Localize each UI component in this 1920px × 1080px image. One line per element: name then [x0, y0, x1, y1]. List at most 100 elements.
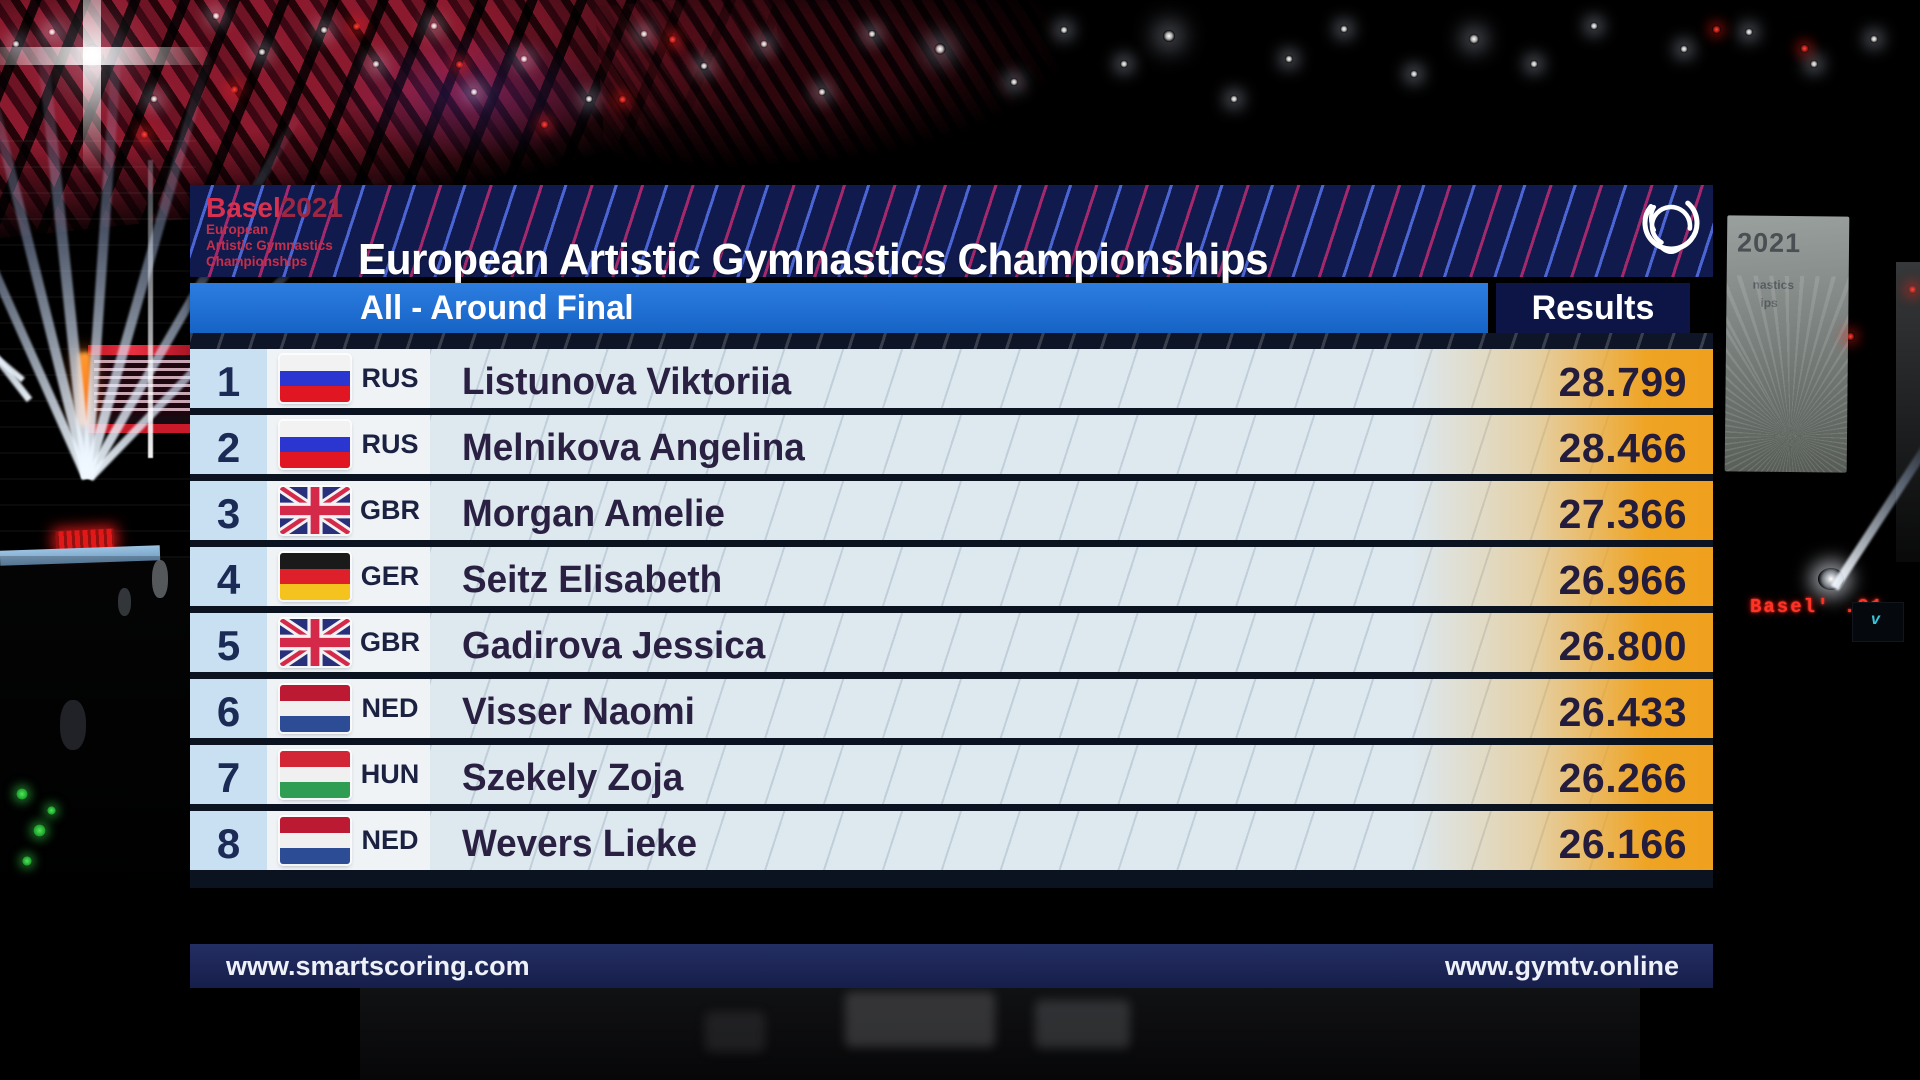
green-light-dot: [33, 824, 46, 837]
country-cell: RUS: [267, 415, 430, 474]
country-code: RUS: [361, 429, 419, 459]
table-row: 7 HUN Szekely Zoja 26.266: [190, 745, 1713, 811]
athlete-name: Morgan Amelie: [462, 493, 725, 535]
spotlight-glow: [1680, 45, 1688, 53]
table-row: 4 GER Seitz Elisabeth 26.966: [190, 547, 1713, 613]
country-code: HUN: [360, 759, 420, 789]
red-light-glow: [455, 60, 464, 69]
light-beam: [148, 160, 153, 458]
rank-cell: 7: [190, 745, 267, 804]
spotlight-glow: [470, 88, 478, 96]
spotlight-glow: [760, 40, 768, 48]
score-value: 28.466: [1558, 425, 1687, 471]
red-light-glow: [1846, 332, 1855, 341]
banner-text: nastics: [1752, 277, 1795, 293]
sub-header: All - Around Final Results: [190, 283, 1713, 333]
spotlight-glow: [1340, 25, 1348, 33]
red-light-glow: [352, 22, 361, 31]
spotlight-glow: [1163, 30, 1175, 42]
phase-bar: All - Around Final: [190, 283, 1488, 333]
rank-cell: 3: [190, 481, 267, 540]
country-cell: HUN: [267, 745, 430, 804]
banner-year: 2021: [1736, 227, 1802, 259]
red-light-glow: [140, 130, 149, 139]
basel-logo-subtitle: European: [206, 222, 269, 237]
athlete-name: Visser Naomi: [462, 691, 695, 733]
table-bottom-separator: [190, 877, 1713, 888]
score-value: 26.800: [1558, 623, 1687, 669]
basel-led-sign: Basel' .21: [1750, 596, 1885, 618]
red-light-glow: [1800, 44, 1809, 53]
athlete-name: Melnikova Angelina: [462, 427, 805, 469]
hun-flag-icon: [280, 751, 350, 798]
country-cell: GBR: [267, 613, 430, 672]
spotlight-glow: [320, 26, 328, 34]
rank-cell: 1: [190, 349, 267, 408]
score-value: 26.966: [1558, 557, 1687, 603]
table-row: 3 GBR Morgan Amelie 27.366: [190, 481, 1713, 547]
spotlight-glow: [1810, 60, 1818, 68]
spotlight-glow: [1468, 33, 1480, 45]
spotlight-glow: [0, 0, 212, 176]
name-score-cell: Listunova Viktoriia 28.799: [430, 349, 1713, 408]
country-code: NED: [361, 825, 419, 855]
athlete-name: Listunova Viktoriia: [462, 361, 792, 403]
name-score-cell: Szekely Zoja 26.266: [430, 745, 1713, 804]
name-score-cell: Gadirova Jessica 26.800: [430, 613, 1713, 672]
banner-text: ips: [1760, 295, 1778, 310]
score-value: 26.166: [1558, 821, 1687, 867]
country-code: GER: [360, 561, 420, 591]
athlete-name: Wevers Lieke: [462, 823, 697, 865]
country-cell: GER: [267, 547, 430, 606]
name-score-cell: Seitz Elisabeth 26.966: [430, 547, 1713, 606]
table-row: 2 RUS Melnikova Angelina 28.466: [190, 415, 1713, 481]
name-score-cell: Visser Naomi 26.433: [430, 679, 1713, 738]
red-light-glow: [668, 35, 677, 44]
person-silhouette: [118, 588, 131, 616]
spotlight-glow: [1818, 568, 1844, 590]
ned-flag-icon: [280, 817, 350, 864]
spotlight-glow: [640, 30, 648, 38]
country-code: GBR: [360, 627, 420, 657]
basel-logo-brand: Basel: [206, 192, 281, 223]
spotlight-glow: [818, 88, 826, 96]
european-gymnastics-logo-icon: [1633, 187, 1709, 263]
country-cell: NED: [267, 679, 430, 738]
green-light-dot: [47, 806, 56, 815]
athlete-name: Gadirova Jessica: [462, 625, 766, 667]
spotlight-glow: [585, 95, 593, 103]
name-score-cell: Melnikova Angelina 28.466: [430, 415, 1713, 474]
green-light-dot: [22, 856, 32, 866]
ger-flag-icon: [280, 553, 350, 600]
spotlight-glow: [48, 28, 56, 36]
country-code: NED: [361, 693, 419, 723]
table-row: 5 GBR Gadirova Jessica 26.800: [190, 613, 1713, 679]
athlete-name: Seitz Elisabeth: [462, 559, 723, 601]
name-score-cell: Wevers Lieke 26.166: [430, 811, 1713, 870]
red-light-glow: [230, 85, 239, 94]
spotlight-glow: [372, 60, 380, 68]
red-light-glow: [540, 120, 549, 129]
table-row: 6 NED Visser Naomi 26.433: [190, 679, 1713, 745]
spotlight-glow: [1010, 78, 1018, 86]
basel2021-logo: Basel2021 European Artistic Gymnastics C…: [206, 194, 376, 274]
ned-flag-icon: [280, 685, 350, 732]
floor-equipment: [705, 1012, 765, 1052]
footer-bar: www.smartscoring.com www.gymtv.online: [190, 944, 1713, 988]
arena-ceiling-red-lights: [594, 0, 1066, 176]
rank-cell: 4: [190, 547, 267, 606]
monitor-logo-icon: v: [1871, 611, 1880, 628]
score-value: 27.366: [1558, 491, 1687, 537]
spotlight-glow: [1745, 28, 1753, 36]
green-light-dot: [16, 788, 28, 800]
spotlight-glow: [1060, 26, 1068, 34]
rus-flag-icon: [280, 355, 350, 402]
table-top-separator: [190, 333, 1713, 349]
rank-cell: 6: [190, 679, 267, 738]
spotlight-glow: [934, 43, 946, 55]
table-row: 1 RUS Listunova Viktoriia 28.799: [190, 349, 1713, 415]
spotlight-glow: [1230, 95, 1238, 103]
red-light-glow: [1908, 285, 1917, 294]
results-overlay: Basel2021 European Artistic Gymnastics C…: [190, 185, 1713, 990]
spotlight-glow: [258, 48, 266, 56]
